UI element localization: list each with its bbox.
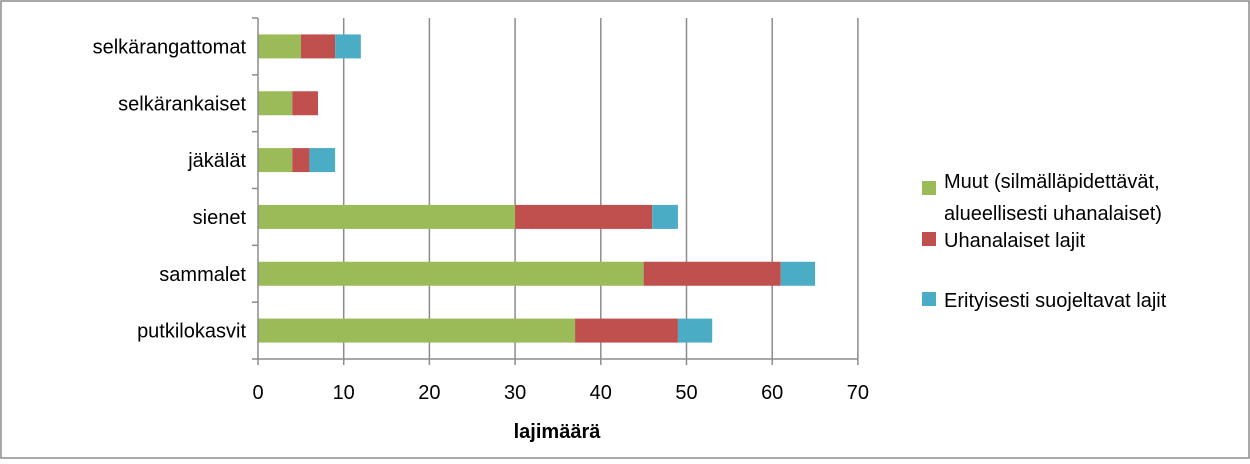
x-axis: 0 10 20 30 40 50 60 70: [252, 358, 869, 404]
legend-swatch: [922, 292, 936, 306]
bar-selkärankaiset-series-0: [258, 91, 293, 116]
legend-label: Uhanalaiset lajit: [944, 230, 1086, 252]
bars: [258, 34, 816, 343]
bar-putkilokasvit-series-1: [575, 318, 678, 343]
bar-selkärankaiset-series-1: [292, 91, 318, 116]
x-tick-label: 20: [418, 382, 440, 404]
bar-jäkälät-series-0: [258, 148, 293, 173]
category-label: selkärankaiset: [118, 93, 246, 115]
legend-swatch: [922, 181, 936, 195]
bar-selkärangattomat-series-0: [258, 34, 301, 59]
x-tick-label: 70: [847, 382, 869, 404]
bar-putkilokasvit-series-0: [258, 318, 576, 343]
x-axis-title: lajimäärä: [514, 421, 602, 443]
y-axis: putkilokasvit sammalet sienet jäkälät selkär…: [93, 17, 259, 360]
legend: Muut (silmälläpidettävät, alueellisesti u…: [922, 171, 1167, 312]
bar-sammalet-series-1: [643, 261, 781, 286]
bar-sienet-series-2: [652, 204, 678, 229]
legend-swatch: [922, 232, 936, 246]
bar-selkärangattomat-series-2: [335, 34, 361, 59]
bar-putkilokasvit-series-2: [677, 318, 713, 343]
x-tick-label: 50: [675, 382, 697, 404]
x-tick-label: 40: [590, 382, 612, 404]
legend-label: alueellisesti uhanalaiset): [944, 203, 1162, 225]
x-tick-label: 60: [761, 382, 783, 404]
x-tick-label: 0: [252, 382, 263, 404]
legend-label: Muut (silmälläpidettävät,: [944, 171, 1160, 193]
category-label: sienet: [193, 207, 247, 229]
bar-sienet-series-1: [515, 204, 653, 229]
bar-selkärangattomat-series-1: [300, 34, 336, 59]
category-label: putkilokasvit: [137, 321, 246, 343]
category-label: sammalet: [159, 264, 246, 286]
x-tick-label: 10: [333, 382, 355, 404]
category-label: jäkälät: [187, 150, 246, 172]
bar-jäkälät-series-1: [292, 148, 310, 173]
bar-sammalet-series-2: [780, 261, 816, 286]
category-label: selkärangattomat: [93, 36, 247, 58]
x-tick-label: 30: [504, 382, 526, 404]
legend-label: Erityisesti suojeltavat lajit: [944, 290, 1167, 312]
bar-jäkälät-series-2: [309, 148, 336, 173]
gridlines: [342, 18, 859, 359]
bar-sienet-series-0: [258, 204, 516, 229]
bar-sammalet-series-0: [258, 261, 644, 286]
